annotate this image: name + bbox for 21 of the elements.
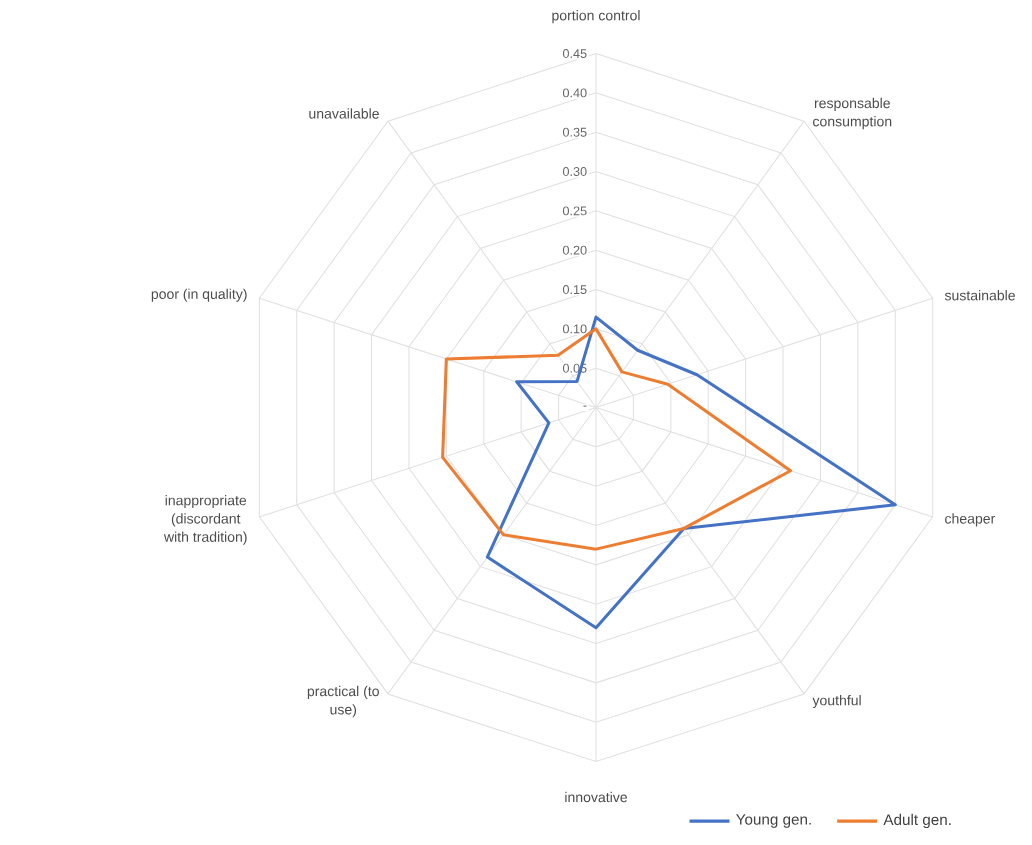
- spoke-label: inappropriate (discordant with tradition): [163, 494, 247, 545]
- spoke-label: innovative: [565, 791, 628, 803]
- spoke-label: responsable consumption: [813, 97, 892, 130]
- y-tick-label: 0.40: [562, 88, 587, 98]
- y-tick-label: 0.45: [562, 49, 587, 58]
- spoke-label: youthful: [812, 694, 861, 709]
- y-tick-label: 0.10: [562, 324, 587, 334]
- spoke-label: cheaper: [945, 513, 996, 527]
- y-tick-label: 0.35: [562, 127, 587, 137]
- spoke-label: unavailable: [309, 108, 379, 119]
- spoke-label: poor (in quality): [151, 288, 247, 302]
- legend-label: Adult gen.: [883, 813, 951, 829]
- y-tick-label: 0.30: [562, 167, 587, 176]
- spoke-label: practical (to use): [307, 685, 379, 718]
- spoke-label: portion control: [552, 10, 640, 24]
- y-tick-label: 0.20: [562, 245, 587, 255]
- y-tick-label: -: [583, 405, 587, 407]
- legend-label: Young gen.: [736, 814, 811, 828]
- spoke-label: sustainable: [944, 290, 1015, 301]
- y-tick-label: 0.15: [562, 285, 587, 294]
- y-tick-label: 0.25: [562, 206, 587, 216]
